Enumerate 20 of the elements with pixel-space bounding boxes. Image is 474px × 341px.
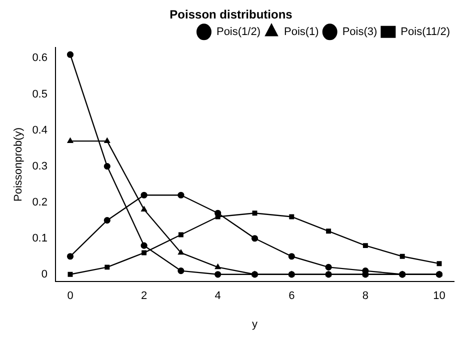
y-tick-label: 0.1 xyxy=(32,232,48,244)
x-tick-label: 0 xyxy=(67,290,74,302)
y-tick-label: 0.6 xyxy=(32,52,48,64)
x-tick-label: 6 xyxy=(288,290,295,302)
y-tick-label: 0 xyxy=(41,268,48,280)
y-tick-label: 0.5 xyxy=(32,88,48,100)
y-tick-label: 0.4 xyxy=(32,124,48,136)
x-tick-label: 8 xyxy=(362,290,369,302)
y-tick-label: 0.3 xyxy=(32,160,48,172)
legend-label: Pois(11/2) xyxy=(400,26,450,38)
legend-label: Pois(3) xyxy=(342,26,378,38)
legend-label: Pois(1/2) xyxy=(216,26,261,38)
x-tick-label: 10 xyxy=(433,290,446,302)
x-tick-label: 4 xyxy=(214,290,221,302)
y-tick-label: 0.2 xyxy=(32,196,48,208)
legend-label: Pois(1) xyxy=(284,26,319,38)
x-axis-title: y xyxy=(252,318,258,330)
x-tick-label: 2 xyxy=(140,290,148,302)
y-axis-title: Poissonprob(y) xyxy=(12,128,25,202)
chart-title: Poisson distributions xyxy=(170,8,293,22)
